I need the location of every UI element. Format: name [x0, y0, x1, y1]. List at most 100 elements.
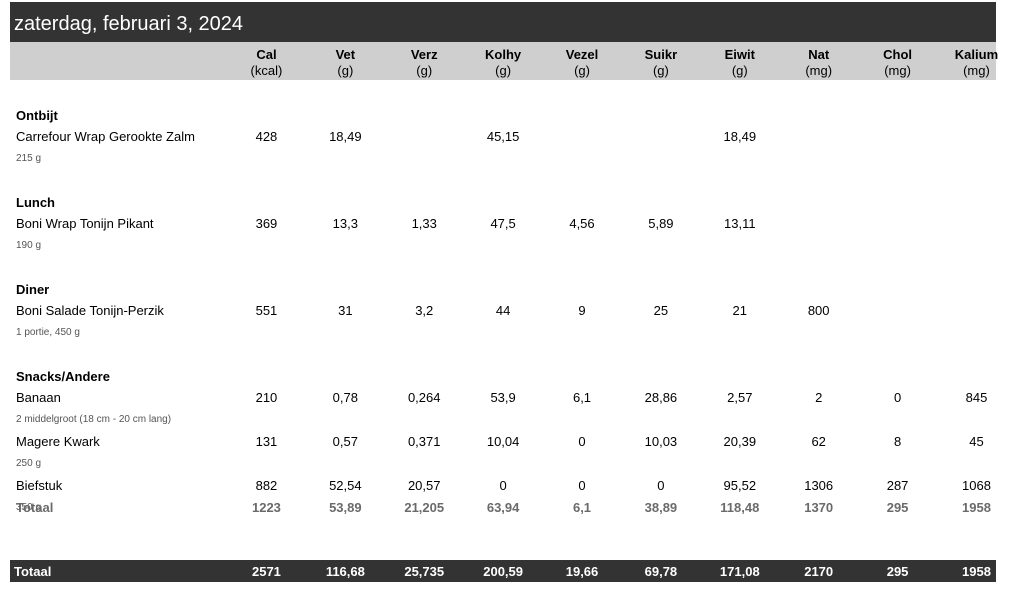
nutrient-value: 800 [807, 303, 830, 318]
nutrient-value: 131 [255, 434, 278, 449]
col-label: Vezel [565, 47, 599, 62]
nutrient-value: 210 [255, 390, 278, 405]
grand-total-cell: 171,08 [719, 564, 760, 579]
meal-section: Diner Boni Salade Tonijn-Perzik 551 31 3,2 44… [10, 280, 996, 344]
nutrient-value: 52,54 [329, 478, 362, 493]
col-header: Cal (kcal) [227, 42, 306, 80]
nutrient-value: 13,3 [332, 216, 358, 231]
col-header: Eiwit (g) [700, 42, 779, 80]
nutrient-value: 0 [499, 478, 507, 493]
serving-size: 190 g [16, 240, 42, 251]
nutrient-value [858, 213, 937, 235]
grand-total-cell: 25,735 [404, 564, 445, 579]
serving-size: 215 g [16, 153, 42, 164]
nutrient-value [937, 300, 1016, 322]
col-unit: (g) [731, 63, 748, 78]
nutrient-value: 21 [732, 303, 748, 318]
meal-total-row: Totaal 1223 53,89 21,205 63,94 6,1 38,89 118,48… [10, 497, 996, 519]
nutrient-value: 47,5 [490, 216, 516, 231]
nutrient-value: 20,39 [723, 434, 757, 449]
col-unit: (mg) [963, 63, 990, 78]
col-unit: (g) [574, 63, 590, 78]
col-header: Kolhy (g) [464, 42, 543, 80]
nutrient-value [621, 126, 700, 148]
nutrient-value: 95,52 [723, 478, 757, 493]
col-header: Vezel (g) [543, 42, 622, 80]
meal-title: Lunch [16, 195, 55, 210]
nutrient-value: 2 [815, 390, 823, 405]
meal-title: Snacks/Andere [16, 369, 110, 384]
meal-section: Lunch Boni Wrap Tonijn Pikant 369 13,3 1,33 4… [10, 193, 996, 257]
nutrient-value: 10,03 [644, 434, 678, 449]
nutrient-value: 5,89 [648, 216, 674, 231]
food-item[interactable]: Magere Kwark 131 0,57 0,371 10,04 0 10,03 20,39… [10, 431, 996, 475]
food-item[interactable]: Carrefour Wrap Gerookte Zalm 428 18,49 45,1… [10, 126, 996, 170]
col-unit: (g) [416, 63, 433, 78]
col-unit: (g) [652, 63, 669, 78]
nutrient-value: 1306 [804, 478, 834, 493]
col-header: Suikr (g) [621, 42, 700, 80]
col-header: Kalium (mg) [937, 42, 1016, 80]
nutrient-value: 1068 [962, 478, 991, 493]
grand-total-cell: 200,59 [483, 564, 523, 579]
food-item[interactable]: Biefstuk 882 52,54 20,57 0 0 0 95,52 1306 287 1068… [10, 475, 996, 519]
meal-total-cell: 53,89 [329, 500, 362, 515]
grand-total-cell: 1958 [962, 564, 991, 579]
nutrient-value: 20,57 [407, 478, 441, 493]
col-label: Nat [808, 47, 830, 62]
grand-total-cell: 2170 [804, 564, 834, 579]
meal-total-cell: 63,94 [486, 500, 520, 515]
column-header-row: Cal (kcal) Vet (g) Verz (g) Kolhy (g) Vezel(… [10, 42, 998, 80]
meal-total-cell: 295 [886, 500, 909, 515]
nutrient-value: 13,11 [724, 216, 756, 231]
col-header: Chol (mg) [858, 42, 937, 80]
meal-total-cell: 1370 [804, 500, 834, 515]
grand-total-cell: 116,68 [325, 564, 365, 579]
col-unit: (g) [337, 63, 354, 78]
meal-title: Ontbijt [16, 108, 58, 123]
col-label: Eiwit [724, 47, 755, 62]
nutrient-value [543, 126, 622, 148]
food-name: Biefstuk [16, 478, 63, 493]
meal-total-cell: 1958 [962, 500, 991, 515]
col-header: Nat (mg) [779, 42, 858, 80]
col-label: Verz [410, 47, 438, 62]
nutrient-value: 428 [255, 129, 278, 144]
nutrient-value: 3,2 [415, 303, 434, 318]
meal-total-cell: 1223 [251, 500, 281, 515]
nutrient-value: 53,9 [490, 390, 516, 405]
nutrient-value: 0,264 [407, 390, 441, 405]
nutrient-value: 845 [965, 390, 988, 405]
nutrient-value: 25 [653, 303, 669, 318]
nutrient-value: 0 [657, 478, 665, 493]
serving-size: 250 g [16, 458, 42, 469]
food-item[interactable]: Banaan 210 0,78 0,264 53,9 6,1 28,86 2,57 2 0 845 2… [10, 387, 996, 431]
nutrient-value [779, 126, 858, 148]
grand-total-row: Totaal 2571 116,68 25,735 200,59 19,66 6… [10, 560, 996, 582]
food-item[interactable]: Boni Wrap Tonijn Pikant 369 13,3 1,33 47,5 4,… [10, 213, 996, 257]
meal-total-label: Totaal [16, 500, 54, 515]
food-name: Magere Kwark [16, 434, 100, 449]
nutrient-value: 0,371 [407, 434, 441, 449]
nutrient-value: 10,04 [486, 434, 520, 449]
nutrient-value: 0,78 [332, 390, 358, 405]
col-unit: (g) [495, 63, 512, 78]
col-label: Kolhy [485, 47, 522, 62]
nutrient-value: 9 [578, 303, 586, 318]
nutrient-value: 369 [255, 216, 278, 231]
diary-sheet: zaterdag, februari 3, 2024 Cal (kcal) Vet… [10, 2, 998, 515]
col-label: Kalium [954, 47, 999, 62]
serving-size: 2 middelgroot (18 cm - 20 cm lang) [16, 414, 172, 425]
nutrient-value: 18,49 [329, 129, 362, 144]
food-name: Carrefour Wrap Gerookte Zalm [16, 129, 195, 144]
food-item[interactable]: Boni Salade Tonijn-Perzik 551 31 3,2 44 9 25 21… [10, 300, 996, 344]
meal-total-cell: 21,205 [404, 500, 445, 515]
meal-section: Ontbijt Carrefour Wrap Gerookte Zalm 428 18… [10, 106, 996, 170]
nutrient-value: 18,49 [723, 129, 757, 144]
meal-title: Diner [16, 282, 50, 297]
col-unit: (mg) [884, 63, 911, 78]
nutrient-value: 1,33 [411, 216, 437, 231]
food-name: Boni Wrap Tonijn Pikant [16, 216, 154, 231]
nutrient-value: 8 [893, 434, 902, 449]
food-name: Boni Salade Tonijn-Perzik [16, 303, 164, 318]
